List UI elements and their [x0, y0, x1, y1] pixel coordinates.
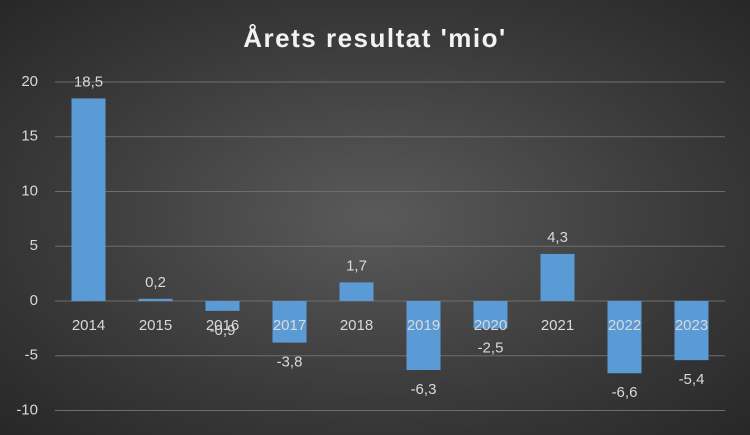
x-tick-label: 2017 [273, 317, 306, 334]
data-label: 1,7 [346, 257, 367, 274]
y-tick-label: 15 [21, 128, 38, 145]
x-tick-label: 2015 [139, 317, 172, 334]
x-tick-label: 2014 [72, 317, 105, 334]
data-label: -5,4 [679, 371, 705, 388]
x-tick-label: 2021 [541, 317, 574, 334]
bar [138, 298, 173, 301]
data-label: -3,8 [277, 354, 303, 371]
x-tick-label: 2020 [474, 317, 507, 334]
data-label: -6,3 [411, 381, 437, 398]
bar [473, 301, 508, 329]
data-label: -6,6 [612, 384, 638, 401]
data-label: 18,5 [74, 73, 103, 90]
bar [205, 301, 240, 311]
data-label: 4,3 [547, 229, 568, 246]
bar [607, 301, 642, 374]
bar [674, 301, 709, 361]
x-tick-label: 2023 [675, 317, 708, 334]
bar [540, 253, 575, 301]
x-tick-label: 2022 [608, 317, 641, 334]
bar [71, 98, 106, 301]
data-label: -0,9 [210, 322, 236, 339]
x-tick-label: 2018 [340, 317, 373, 334]
y-tick-label: 5 [30, 237, 38, 254]
y-tick-label: 10 [21, 182, 38, 199]
bar [406, 301, 441, 370]
x-tick-label: 2019 [407, 317, 440, 334]
y-tick-label: -10 [16, 401, 38, 418]
data-label: -2,5 [478, 339, 504, 356]
y-tick-label: 0 [30, 292, 38, 309]
x-tick-label: 2016 [206, 317, 239, 334]
bar [339, 282, 374, 301]
y-tick-label: 20 [21, 73, 38, 90]
bar [272, 301, 307, 343]
y-tick-label: -5 [25, 347, 38, 364]
chart-title: Årets resultat 'mio' [243, 23, 506, 53]
data-label: 0,2 [145, 274, 166, 291]
